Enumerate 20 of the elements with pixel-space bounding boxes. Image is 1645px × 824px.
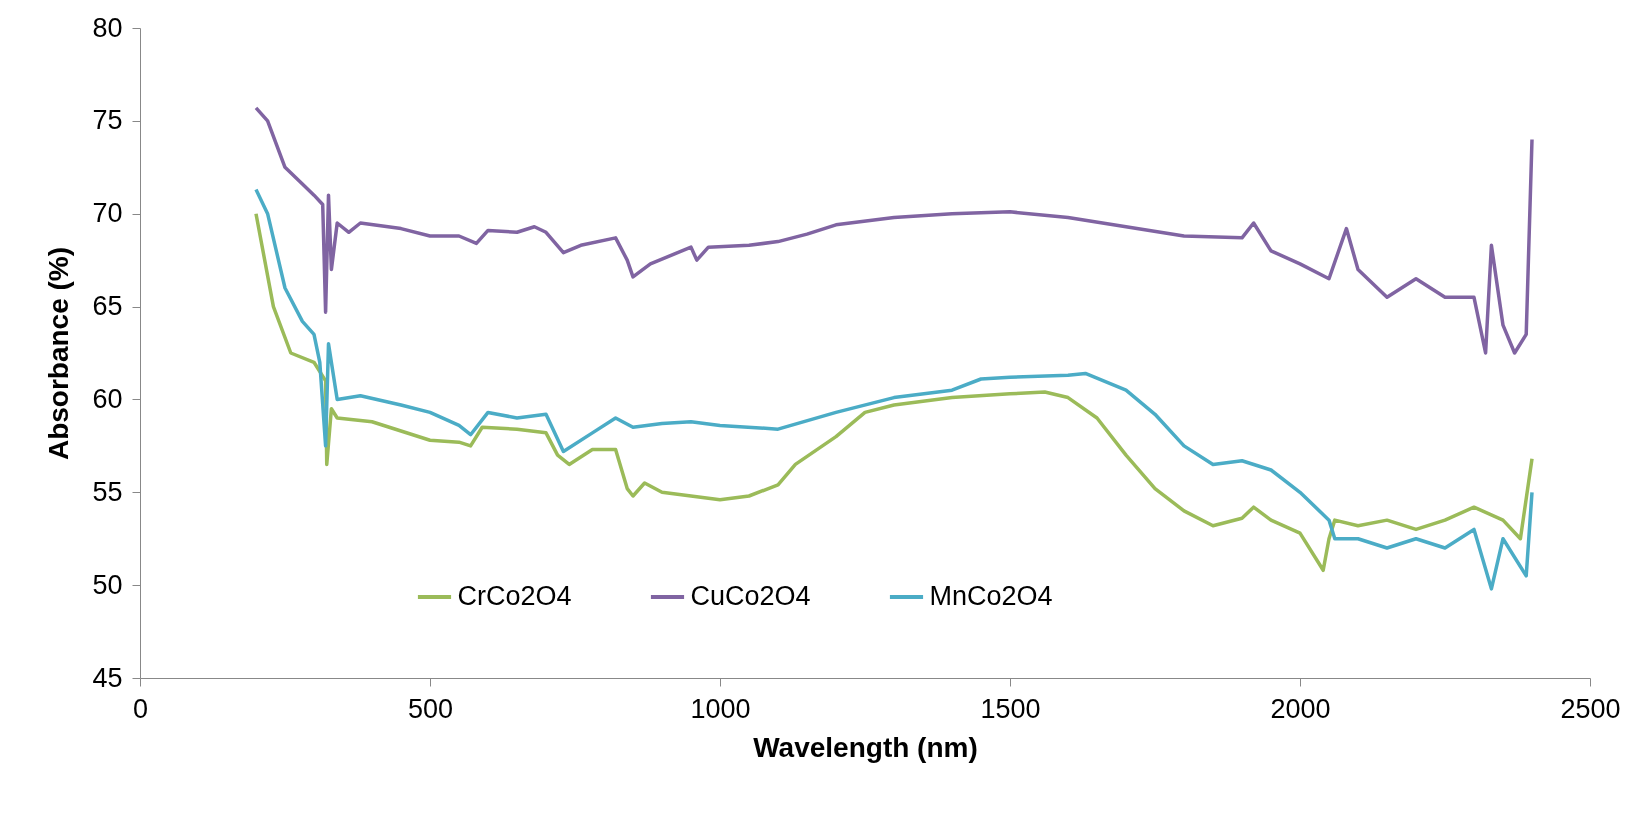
legend-label: CuCo2O4 (690, 581, 811, 611)
y-tick-label: 65 (92, 291, 123, 322)
x-tick-label: 2000 (1270, 693, 1331, 724)
y-tick-label: 50 (92, 569, 123, 600)
y-tick-label: 55 (92, 476, 123, 507)
x-tick-label: 2500 (1560, 693, 1621, 724)
x-tick-label: 1000 (690, 693, 751, 724)
legend-label: CrCo2O4 (457, 581, 572, 611)
x-axis-title: Wavelength (nm) (753, 731, 978, 763)
legend-label: MnCo2O4 (929, 581, 1053, 611)
y-tick-label: 80 (92, 12, 123, 43)
y-tick-label: 70 (92, 198, 123, 229)
y-tick-label: 45 (92, 662, 123, 693)
x-tick-label: 500 (407, 693, 454, 724)
x-tick-label: 1500 (980, 693, 1041, 724)
line-series (254, 106, 1534, 355)
y-tick-label: 60 (92, 383, 123, 414)
y-axis-title: Absorbance (%) (43, 246, 75, 461)
x-tick-label: 0 (132, 693, 149, 724)
y-tick-label: 75 (92, 105, 123, 136)
